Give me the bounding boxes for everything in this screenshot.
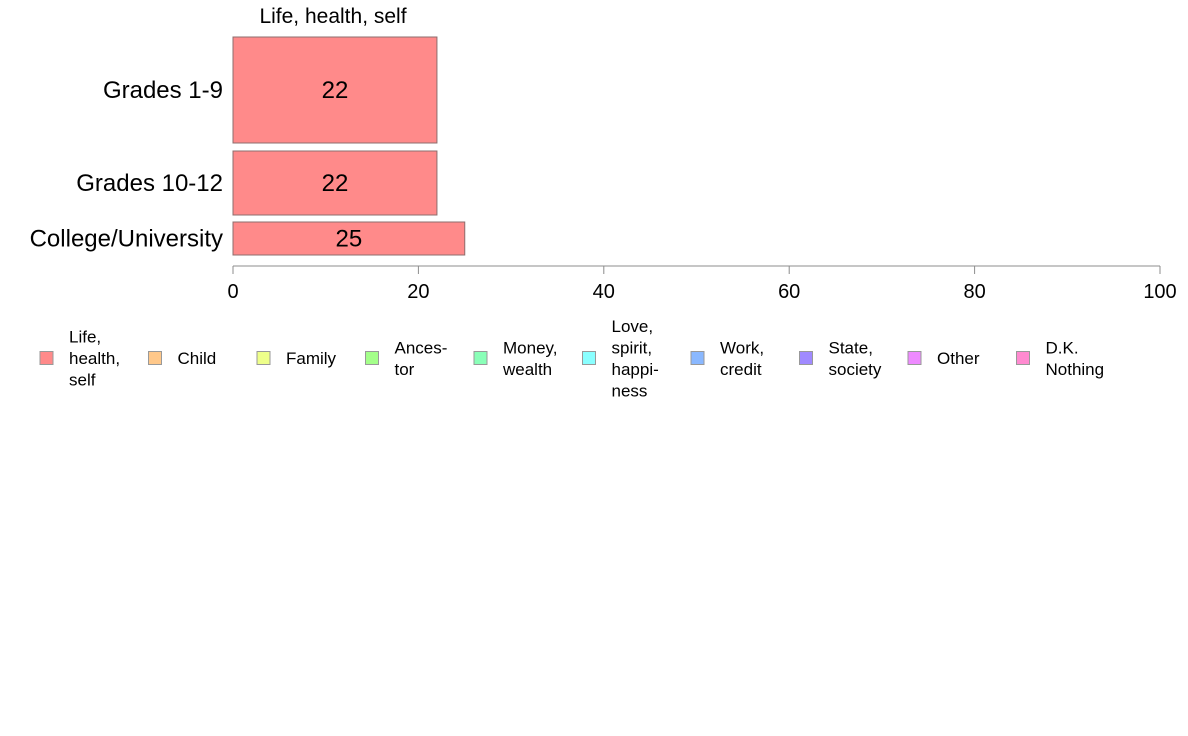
legend-item-d-k-nothing: D.K. Nothing [1016,338,1105,379]
legend-label: credit [720,360,762,379]
legend-label: Other [937,349,980,368]
legend-label: Child [178,349,217,368]
legend-label: Nothing [1046,360,1105,379]
legend: Life, health, self Child Family Ances-tor Mone… [39,317,1105,400]
legend-label: Ances- [395,338,448,357]
legend-item-life-health-self: Life, health, self [39,328,120,390]
x-tick-label: 60 [778,281,800,303]
legend-swatch [256,351,271,365]
legend-label: Life, [69,328,101,347]
chart-title: Life, health, self [259,5,406,28]
bar-value-label: 22 [322,77,349,104]
legend-swatch [907,351,922,365]
bars-layer: 22 Grades 1-9 22 Grades 10-12 25 College/Univ… [30,36,466,256]
legend-swatch [1016,351,1030,365]
legend-label: Work, [720,338,764,357]
legend-label: Family [286,349,337,368]
legend-swatch [799,351,813,365]
legend-item-child: Child [148,349,217,368]
x-tick-label: 0 [227,281,238,303]
legend-label: spirit, [612,338,653,357]
bar-value-label: 25 [336,226,363,253]
legend-swatch [582,351,596,365]
x-axis: 0 20 40 60 80 100 [227,265,1177,303]
bar-value-label: 22 [322,170,349,197]
legend-item-love-spirit-happiness: Love, spirit, happi-ness [582,317,659,400]
legend-label: tor [395,360,415,379]
bar-college-university [232,221,466,256]
legend-label: Love, [612,317,654,336]
x-tick-label: 100 [1143,281,1176,303]
legend-swatch [690,351,705,365]
x-tick-label: 40 [593,281,615,303]
bar-grades-1-9 [232,36,438,144]
legend-label: ness [612,381,648,400]
legend-item-family: Family [256,349,337,368]
x-tick-label: 20 [407,281,429,303]
legend-label: self [69,371,96,390]
legend-swatch [473,351,488,365]
legend-label: D.K. [1046,338,1079,357]
legend-swatch [365,351,379,365]
legend-item-money-wealth: Money, wealth [473,338,558,379]
legend-label: Money, [503,338,558,357]
legend-label: wealth [502,360,552,379]
legend-label: society [829,360,882,379]
legend-swatch [39,351,54,365]
legend-item-work-credit: Work, credit [690,338,764,379]
legend-label: State, [829,338,873,357]
legend-label: happi- [612,360,659,379]
x-tick-label: 80 [963,281,985,303]
legend-item-other: Other [907,349,980,368]
bar-grades-10-12 [232,150,438,216]
category-label: College/University [30,226,223,253]
legend-label: health, [69,349,120,368]
legend-item-state-society: State, society [799,338,882,379]
legend-swatch [148,351,162,365]
category-label: Grades 10-12 [76,170,223,197]
category-label: Grades 1-9 [103,77,223,104]
legend-item-ancestor: Ances-tor [365,338,448,379]
